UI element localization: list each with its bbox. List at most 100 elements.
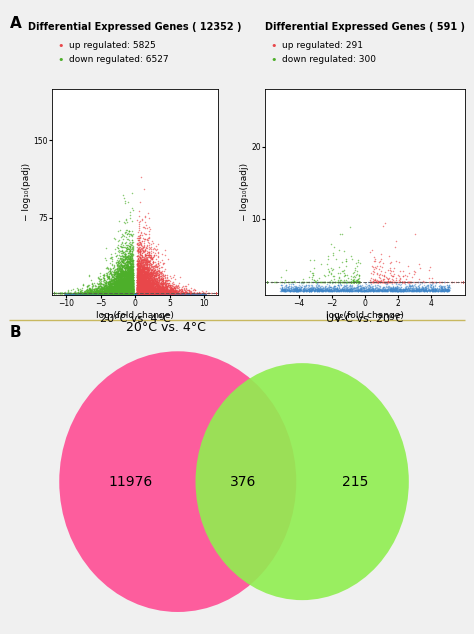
Point (125, 281, 132, 291)
Point (142, 286, 150, 296)
Point (155, 283, 163, 293)
Point (378, 284, 385, 294)
Point (115, 276, 122, 287)
Point (113, 290, 120, 300)
Point (145, 278, 153, 288)
Point (134, 278, 141, 288)
Point (135, 288, 142, 299)
Point (169, 288, 176, 299)
Point (114, 287, 122, 297)
Point (110, 287, 118, 297)
Point (189, 290, 197, 300)
Point (140, 287, 148, 297)
Point (126, 286, 133, 296)
Point (67, 290, 74, 300)
Point (161, 285, 168, 295)
Point (128, 262, 136, 272)
Point (318, 285, 326, 295)
Point (65, 290, 73, 300)
Point (136, 287, 143, 297)
Point (141, 223, 148, 233)
Point (66, 289, 74, 299)
Point (142, 286, 150, 296)
Point (127, 266, 135, 276)
Point (440, 286, 447, 296)
Point (145, 286, 153, 296)
Point (69, 290, 77, 300)
Point (141, 273, 148, 283)
Point (177, 289, 185, 299)
Point (106, 284, 114, 294)
Point (407, 281, 415, 291)
Point (149, 280, 156, 290)
Point (78, 290, 85, 300)
Point (425, 283, 433, 294)
Point (67, 289, 75, 299)
Point (154, 268, 161, 278)
Point (121, 267, 128, 277)
Point (120, 287, 128, 297)
Point (118, 270, 125, 280)
Point (137, 273, 144, 283)
Point (118, 263, 126, 273)
Point (173, 287, 181, 297)
Point (167, 290, 175, 300)
Point (126, 261, 134, 271)
Point (123, 287, 130, 297)
Point (138, 278, 146, 288)
Point (120, 281, 128, 291)
Point (179, 290, 186, 300)
Point (375, 285, 383, 295)
Point (97, 288, 105, 298)
Point (116, 264, 123, 275)
Point (139, 282, 147, 292)
Point (178, 290, 186, 300)
Point (124, 276, 131, 286)
Point (124, 281, 131, 292)
Point (129, 286, 137, 296)
Point (149, 270, 156, 280)
Point (404, 286, 412, 296)
Point (85, 290, 92, 300)
Point (108, 288, 116, 299)
Point (141, 256, 149, 266)
Point (136, 268, 143, 278)
Point (137, 259, 144, 269)
Point (147, 287, 155, 297)
Point (84, 290, 91, 300)
Point (119, 270, 127, 280)
Point (126, 273, 134, 283)
Point (128, 253, 136, 263)
Point (118, 288, 126, 299)
Point (111, 278, 118, 288)
Point (154, 285, 161, 295)
Point (143, 283, 151, 294)
Point (134, 267, 141, 277)
Point (126, 269, 134, 280)
Point (151, 285, 158, 295)
Point (124, 288, 132, 299)
Point (128, 276, 135, 287)
Point (102, 289, 109, 299)
Point (120, 289, 128, 299)
Point (133, 258, 141, 268)
Point (127, 267, 135, 277)
Point (128, 276, 136, 286)
Point (126, 288, 134, 298)
Point (112, 273, 120, 283)
Point (147, 268, 155, 278)
Point (129, 278, 137, 288)
Point (74, 285, 82, 295)
Point (134, 286, 142, 296)
Point (137, 285, 145, 295)
Point (153, 277, 160, 287)
Point (163, 289, 171, 299)
Point (141, 283, 149, 294)
Point (113, 288, 121, 299)
Point (124, 246, 131, 256)
Point (151, 289, 159, 299)
Point (119, 288, 127, 299)
Point (91, 288, 98, 299)
Point (118, 290, 126, 300)
Point (170, 270, 178, 280)
